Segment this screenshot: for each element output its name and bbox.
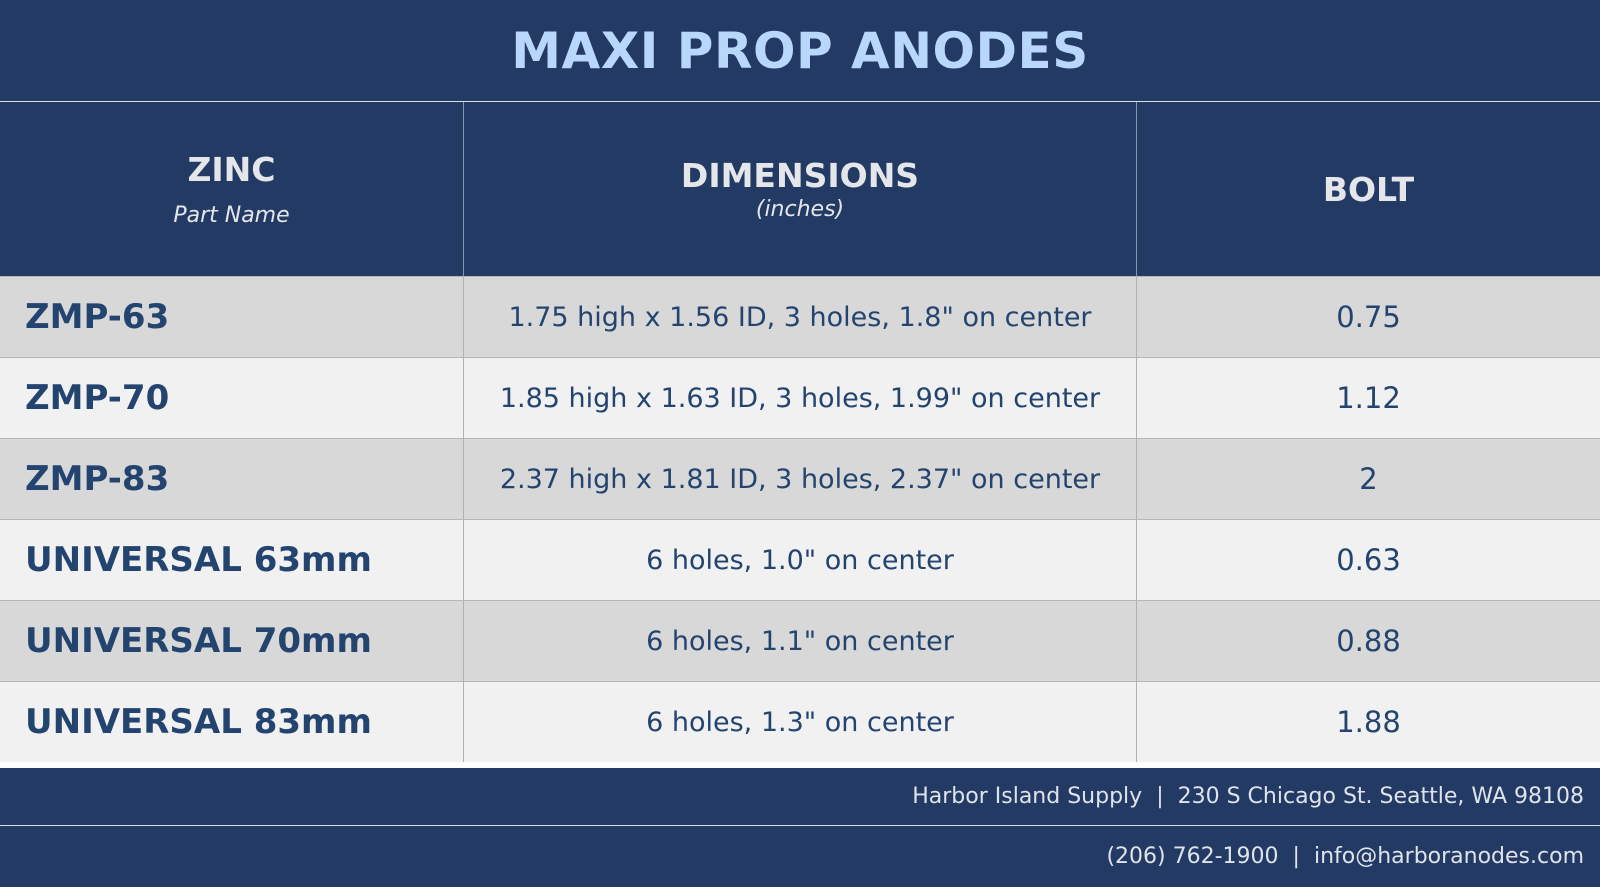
dimensions-cell: 1.85 high x 1.63 ID, 3 holes, 1.99" on c…: [463, 358, 1136, 438]
dimensions-cell: 6 holes, 1.0" on center: [463, 520, 1136, 600]
bolt-cell: 1.12: [1136, 358, 1600, 438]
table-header: ZINC Part Name DIMENSIONS (inches) BOLT: [0, 102, 1600, 276]
part-name: UNIVERSAL 63mm: [25, 540, 372, 580]
table-row: ZMP-83 2.37 high x 1.81 ID, 3 holes, 2.3…: [0, 438, 1600, 519]
header-bolt: BOLT: [1136, 102, 1600, 276]
header-dimensions-sublabel: (inches): [755, 197, 845, 222]
bolt-cell: 2: [1136, 439, 1600, 519]
table-row: UNIVERSAL 63mm 6 holes, 1.0" on center 0…: [0, 519, 1600, 600]
title-bar: MAXI PROP ANODES: [0, 0, 1600, 102]
part-name: ZMP-83: [25, 459, 170, 499]
part-name: UNIVERSAL 83mm: [25, 702, 372, 742]
header-zinc-label: ZINC: [187, 150, 276, 189]
parts-table: ZINC Part Name DIMENSIONS (inches) BOLT …: [0, 102, 1600, 762]
footer-contact-bar: (206) 762-1900 | info@harboranodes.com: [0, 826, 1600, 887]
footer-separator: |: [1292, 844, 1300, 869]
header-dimensions-label: DIMENSIONS: [680, 156, 920, 195]
bolt-cell: 0.88: [1136, 601, 1600, 681]
footer-address-bar: Harbor Island Supply | 230 S Chicago St.…: [0, 768, 1600, 826]
table-row: ZMP-63 1.75 high x 1.56 ID, 3 holes, 1.8…: [0, 276, 1600, 357]
part-name: ZMP-63: [25, 297, 170, 337]
dimensions-cell: 2.37 high x 1.81 ID, 3 holes, 2.37" on c…: [463, 439, 1136, 519]
header-dimensions: DIMENSIONS (inches): [463, 102, 1136, 276]
page-title: MAXI PROP ANODES: [511, 21, 1089, 80]
header-zinc: ZINC Part Name: [0, 102, 463, 276]
table-row: ZMP-70 1.85 high x 1.63 ID, 3 holes, 1.9…: [0, 357, 1600, 438]
footer-company: Harbor Island Supply: [912, 784, 1143, 809]
footer-email: info@harboranodes.com: [1313, 844, 1584, 869]
footer-address: 230 S Chicago St. Seattle, WA 98108: [1177, 784, 1584, 809]
table-row: UNIVERSAL 83mm 6 holes, 1.3" on center 1…: [0, 681, 1600, 762]
bolt-cell: 0.75: [1136, 277, 1600, 357]
dimensions-cell: 6 holes, 1.3" on center: [463, 682, 1136, 762]
bolt-cell: 1.88: [1136, 682, 1600, 762]
header-bolt-label: BOLT: [1322, 169, 1415, 209]
dimensions-cell: 1.75 high x 1.56 ID, 3 holes, 1.8" on ce…: [463, 277, 1136, 357]
footer-phone: (206) 762-1900: [1106, 844, 1279, 869]
footer-separator: |: [1156, 784, 1164, 809]
dimensions-cell: 6 holes, 1.1" on center: [463, 601, 1136, 681]
header-zinc-sublabel: Part Name: [173, 203, 290, 228]
bolt-cell: 0.63: [1136, 520, 1600, 600]
part-name: UNIVERSAL 70mm: [25, 621, 372, 661]
table-row: UNIVERSAL 70mm 6 holes, 1.1" on center 0…: [0, 600, 1600, 681]
part-name: ZMP-70: [25, 378, 170, 418]
